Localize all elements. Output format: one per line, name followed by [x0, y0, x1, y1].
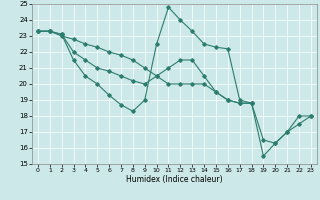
X-axis label: Humidex (Indice chaleur): Humidex (Indice chaleur) — [126, 175, 223, 184]
